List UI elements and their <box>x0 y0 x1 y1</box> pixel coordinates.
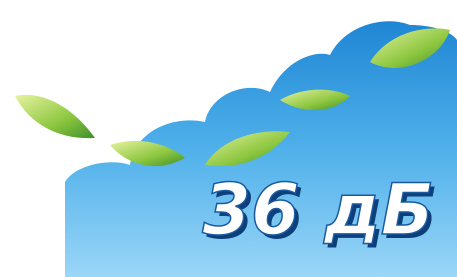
illustration: 36 дБ 36 дБ <box>0 0 457 277</box>
label: 36 дБ <box>202 169 434 251</box>
page: {"label": "36 дБ"} 36 дБ 36 дБ (() => { … <box>0 0 457 277</box>
